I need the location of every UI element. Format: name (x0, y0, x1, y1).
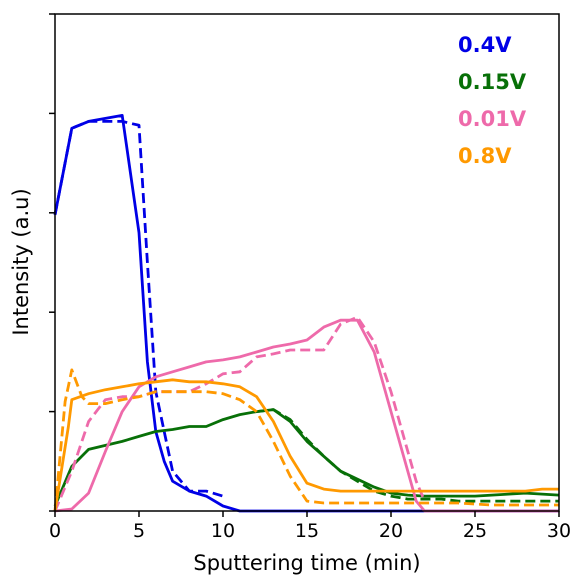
legend-entry-0: 0.4V (458, 33, 512, 57)
legend: 0.4V 0.15V 0.01V 0.8V (458, 33, 527, 168)
x-tick-label-1: 5 (133, 520, 145, 542)
x-axis-label: Sputtering time (min) (193, 551, 420, 575)
series-line-6 (53, 378, 559, 512)
series-line-3-dashed (256, 408, 559, 503)
series-layer (53, 114, 560, 513)
series-line-2 (53, 408, 560, 507)
ticks-layer: 0 5 10 15 20 25 30 (49, 13, 571, 542)
x-tick-label-6: 30 (547, 520, 571, 542)
series-line-0 (53, 114, 559, 513)
legend-entry-3: 0.8V (458, 144, 512, 168)
x-tick-label-3: 15 (295, 520, 319, 542)
series-line-7-dashed (53, 368, 559, 512)
y-axis-label: Intensity (a.u) (9, 188, 33, 335)
series-line-1-dashed (53, 120, 224, 498)
x-tick-label-4: 20 (379, 520, 403, 542)
legend-entry-1: 0.15V (458, 70, 527, 94)
x-tick-label-5: 25 (463, 520, 487, 542)
legend-entry-2: 0.01V (458, 107, 527, 131)
series-line-5-dashed (53, 315, 426, 512)
x-tick-label-2: 10 (211, 520, 235, 542)
x-tick-label-0: 0 (49, 520, 61, 542)
